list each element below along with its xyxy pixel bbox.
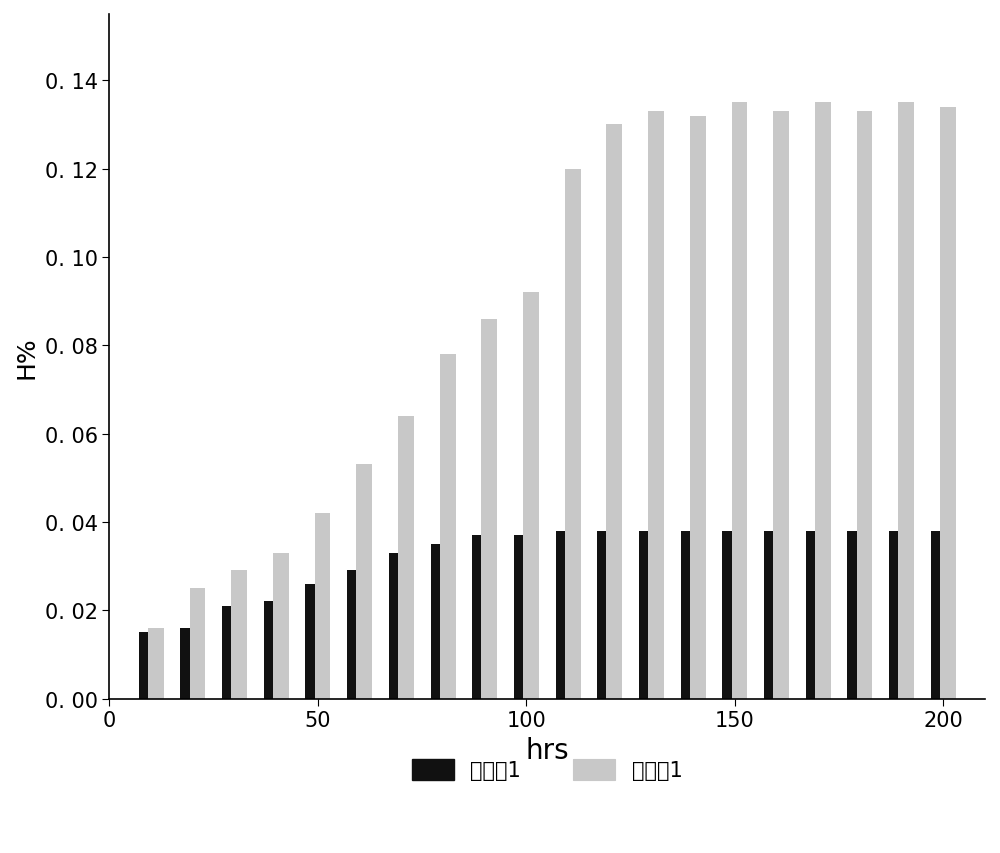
Bar — [606, 125, 622, 699]
Bar — [347, 571, 363, 699]
Bar — [231, 571, 247, 699]
Bar — [639, 531, 655, 699]
Bar — [732, 103, 747, 699]
Bar — [273, 553, 289, 699]
Bar — [472, 536, 488, 699]
Bar — [597, 531, 613, 699]
Bar — [431, 544, 446, 699]
Bar — [305, 584, 321, 699]
Bar — [889, 531, 905, 699]
Bar — [481, 319, 497, 699]
Bar — [764, 531, 780, 699]
Bar — [514, 536, 530, 699]
Legend: 实施例1, 对比例1: 实施例1, 对比例1 — [402, 748, 693, 791]
Bar — [806, 531, 822, 699]
Bar — [898, 103, 914, 699]
Bar — [815, 103, 831, 699]
Bar — [222, 606, 238, 699]
Bar — [264, 601, 280, 699]
Bar — [722, 531, 738, 699]
Bar — [389, 553, 405, 699]
Bar — [356, 465, 372, 699]
Bar — [180, 628, 196, 699]
X-axis label: hrs: hrs — [525, 736, 569, 764]
Bar — [773, 112, 789, 699]
Bar — [190, 589, 205, 699]
Bar — [847, 531, 863, 699]
Bar — [648, 112, 664, 699]
Bar — [139, 633, 155, 699]
Bar — [556, 531, 571, 699]
Bar — [440, 355, 456, 699]
Bar — [565, 170, 581, 699]
Bar — [523, 293, 539, 699]
Bar — [931, 531, 947, 699]
Bar — [148, 628, 164, 699]
Bar — [940, 107, 956, 699]
Bar — [857, 112, 872, 699]
Bar — [681, 531, 696, 699]
Y-axis label: H%: H% — [15, 335, 39, 378]
Bar — [398, 416, 414, 699]
Bar — [690, 117, 706, 699]
Bar — [315, 514, 330, 699]
